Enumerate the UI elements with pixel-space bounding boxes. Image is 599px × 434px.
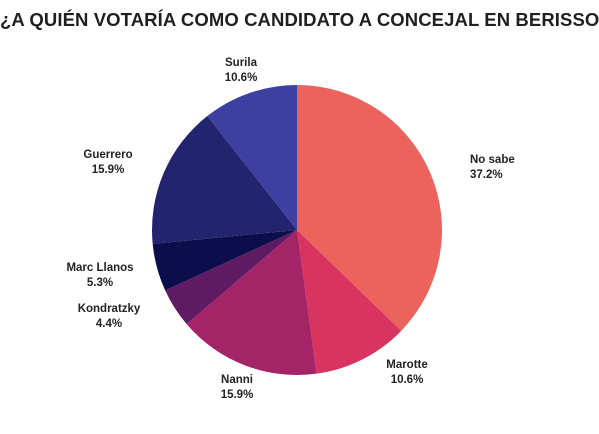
slice-label-marotte: Marotte 10.6%: [386, 359, 428, 386]
slice-name: Marotte: [386, 359, 428, 371]
slice-name: Guerrero: [83, 149, 132, 161]
pie-slice-guerrero: [152, 116, 297, 244]
slice-name: Surila: [225, 57, 258, 69]
slice-value: 10.6%: [391, 374, 424, 386]
pie-slice-kondratzky: [165, 230, 297, 325]
slice-value: 4.4%: [96, 318, 122, 330]
slice-label-surila: Surila 10.6%: [225, 57, 258, 84]
slice-label-no-sabe: No sabe 37.2%: [470, 154, 515, 181]
slice-label-nanni: Nanni 15.9%: [221, 374, 254, 401]
slice-value: 15.9%: [221, 389, 254, 401]
slice-label-marc-llanos: Marc Llanos 5.3%: [66, 262, 133, 289]
slice-name: No sabe: [470, 154, 515, 166]
slice-value: 10.6%: [225, 72, 258, 84]
chart-title: ¿A QUIÉN VOTARÍA COMO CANDIDATO A CONCEJ…: [0, 9, 599, 30]
slice-value: 15.9%: [92, 164, 125, 176]
slice-value: 37.2%: [470, 169, 503, 181]
pie-slice-marotte: [297, 230, 402, 374]
pie-slices: [152, 85, 442, 376]
pie-slice-no-sabe: [297, 85, 442, 331]
pie-slice-nanni: [186, 230, 317, 376]
slice-name: Marc Llanos: [66, 262, 133, 274]
pie-slice-marc-llanos: [152, 230, 297, 291]
slice-name: Nanni: [221, 374, 253, 386]
slice-label-guerrero: Guerrero 15.9%: [83, 149, 132, 176]
pie-labels: No sabe 37.2% Marotte 10.6% Nanni 15.9% Kondra…: [66, 57, 514, 401]
pie-slice-surila: [207, 85, 297, 230]
slice-value: 5.3%: [87, 277, 113, 289]
slice-label-kondratzky: Kondratzky 4.4%: [78, 303, 141, 330]
slice-name: Kondratzky: [78, 303, 141, 315]
